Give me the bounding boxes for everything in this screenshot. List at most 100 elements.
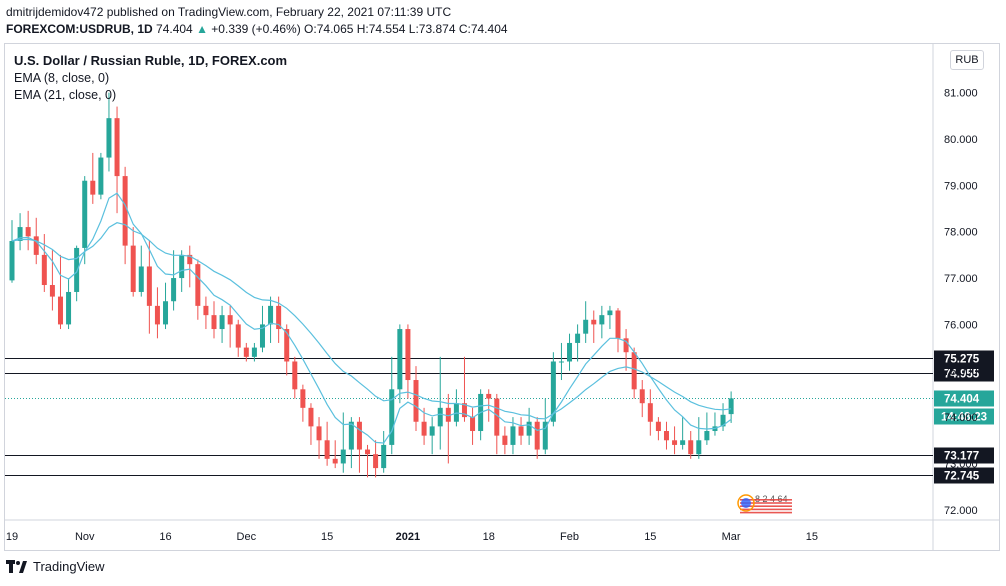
candle-body	[308, 407, 314, 427]
ohlc-values: O:74.065 H:74.554 L:73.874 C:74.404	[304, 22, 508, 36]
candle-body	[405, 329, 411, 381]
symbol-info-line: FOREXCOM:USDRUB, 1D 74.404 ▲ +0.339 (+0.…	[6, 22, 508, 36]
level-label-box	[934, 350, 994, 367]
candle-body	[300, 389, 306, 408]
level-label-box	[934, 365, 994, 382]
ema8-legend[interactable]: EMA (8, close, 0)	[14, 71, 110, 85]
price-axis[interactable]: 72.000 73.000 74.000 75.000 76.000 77.000 78.0…	[944, 88, 978, 517]
candle-body	[599, 315, 605, 325]
candle-body	[655, 421, 661, 432]
watermark-stripe	[740, 505, 792, 507]
ema21-legend[interactable]: EMA (21, close, 0)	[14, 88, 117, 102]
candle-body	[195, 264, 201, 306]
time-axis[interactable]: 19 Nov 16 Dec 15 2021 18 Feb 15 Mar 15	[6, 531, 818, 543]
watermark-ring	[737, 494, 755, 512]
candle-body	[526, 421, 532, 436]
time-tick-label: Nov	[75, 531, 95, 543]
watermark-stripe	[740, 499, 792, 501]
symbol-name: FOREXCOM:USDRUB, 1D	[6, 22, 153, 36]
ema21-line	[11, 222, 732, 420]
ema8-line	[11, 192, 732, 444]
candle-body	[470, 417, 476, 432]
candle-body	[365, 449, 371, 455]
time-tick-label: 15	[806, 531, 818, 543]
candle-body	[373, 454, 379, 469]
candle-body	[542, 421, 548, 450]
candle-body	[575, 333, 581, 343]
candle-body	[663, 431, 669, 441]
time-tick-label: Dec	[237, 531, 257, 543]
price-change-value: +0.339 (+0.46%)	[211, 22, 301, 36]
countdown-box	[934, 408, 994, 425]
candle-body	[90, 180, 96, 195]
candle-body	[631, 352, 637, 390]
time-tick-label: 19	[6, 531, 18, 543]
candle-body	[138, 266, 144, 292]
candle-body	[316, 426, 322, 441]
chart-title: U.S. Dollar / Russian Ruble, 1D, FOREX.c…	[14, 53, 288, 68]
candle-body	[413, 380, 419, 422]
candle-body	[179, 254, 185, 279]
candle-body	[728, 398, 734, 415]
candle-body	[558, 361, 564, 363]
time-tick-label: Feb	[560, 531, 579, 543]
price-tick-label: 79.000	[944, 180, 978, 192]
last-price: 74.404	[156, 22, 193, 36]
price-change: ▲	[196, 22, 208, 36]
candle-body	[583, 319, 589, 334]
time-tick-label: 15	[321, 531, 333, 543]
candle-body	[163, 301, 169, 325]
candle-body	[57, 296, 63, 325]
candle-body	[49, 285, 55, 297]
candle-body	[486, 393, 492, 399]
countdown-label: 14:48:23	[941, 412, 987, 424]
price-tick-label: 75.000	[944, 366, 978, 378]
candle-body	[389, 389, 395, 445]
time-tick-label: 15	[644, 531, 656, 543]
level-label: 74.955	[944, 369, 980, 381]
level-label: 72.745	[944, 471, 980, 483]
candle-body	[688, 440, 694, 455]
last-price-label: 74.404	[944, 394, 980, 406]
ema-lines	[11, 192, 732, 444]
candle-body	[33, 236, 39, 255]
candle-body	[348, 421, 354, 450]
candle-body	[672, 440, 678, 445]
candle-body	[421, 421, 427, 436]
candle-body	[615, 310, 621, 339]
horizontal-levels: 75.275 74.955 73.177 72.745 74.404 14:48:23	[5, 350, 994, 484]
candle-body	[397, 329, 403, 390]
candle-body	[41, 254, 47, 286]
candle-body	[227, 315, 233, 325]
candle-body	[607, 310, 613, 316]
candle-body	[292, 361, 298, 390]
currency-badge[interactable]: RUB	[950, 50, 984, 70]
candle-body	[680, 440, 686, 445]
price-tick-label: 77.000	[944, 273, 978, 285]
tradingview-brand[interactable]: TradingView	[6, 559, 105, 574]
candle-body	[591, 319, 597, 325]
candle-body	[502, 435, 508, 445]
candle-body	[437, 407, 443, 427]
price-tick-label: 80.000	[944, 134, 978, 146]
candle-body	[203, 305, 209, 316]
candle-body	[106, 118, 112, 158]
watermark-stripe	[740, 502, 792, 504]
watermark-stripe	[740, 511, 792, 514]
time-tick-label: 18	[483, 531, 495, 543]
candle-body	[518, 426, 524, 436]
candle-body	[235, 324, 241, 348]
candle-body	[332, 458, 338, 464]
time-tick-label: Mar	[722, 531, 741, 543]
candle-body	[130, 245, 136, 292]
grid	[5, 44, 999, 550]
candle-body	[720, 414, 726, 427]
watermark-stripe	[740, 508, 792, 511]
candle-body	[461, 403, 467, 418]
candle-body	[74, 247, 80, 292]
candle-body	[550, 361, 556, 422]
time-tick-label: 2021	[396, 531, 420, 543]
candle-body	[187, 254, 193, 265]
candle-body	[17, 227, 23, 241]
